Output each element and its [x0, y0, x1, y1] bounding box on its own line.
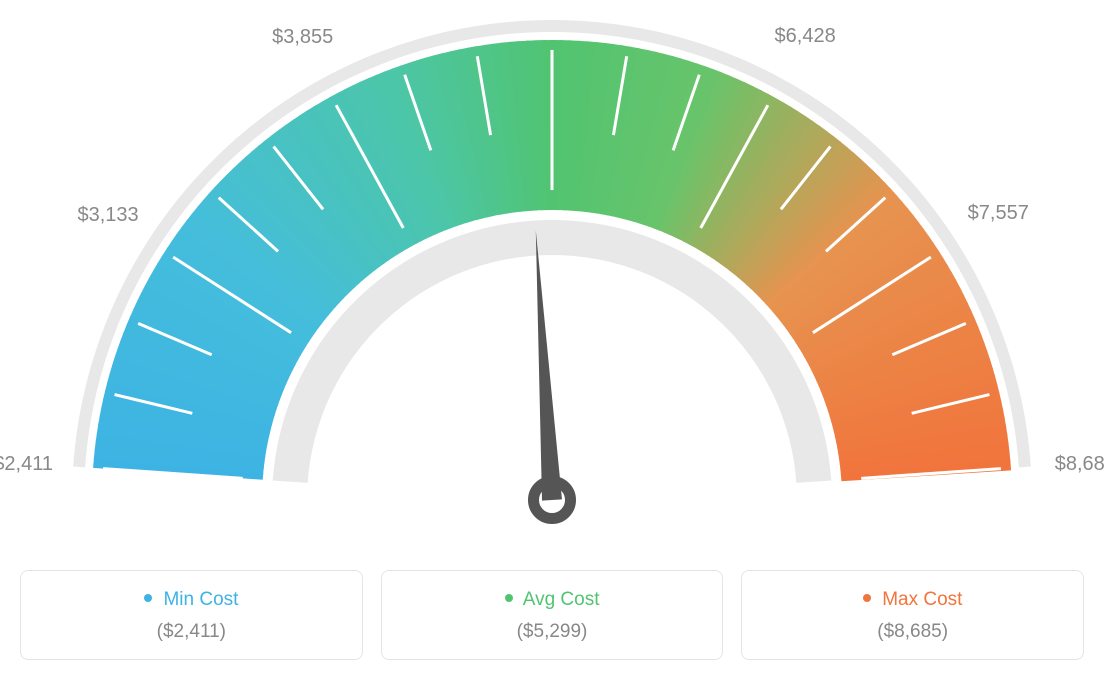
- max-dot-icon: [863, 594, 871, 602]
- gauge-svg: [20, 20, 1084, 560]
- avg-cost-value: ($5,299): [392, 621, 713, 643]
- avg-cost-title: Avg Cost: [392, 589, 713, 611]
- max-cost-value: ($8,685): [752, 621, 1073, 643]
- min-cost-title: Min Cost: [31, 589, 352, 611]
- avg-dot-icon: [505, 594, 513, 602]
- max-title-text: Max Cost: [882, 589, 962, 610]
- max-cost-card: Max Cost ($8,685): [741, 570, 1084, 660]
- cost-gauge: $2,411$3,133$3,855$5,299$6,428$7,557$8,6…: [20, 20, 1084, 540]
- gauge-tick-label: $8,685: [1055, 453, 1104, 476]
- min-cost-card: Min Cost ($2,411): [20, 570, 363, 660]
- min-title-text: Min Cost: [163, 589, 238, 610]
- gauge-tick-label: $3,133: [77, 204, 138, 227]
- avg-cost-card: Avg Cost ($5,299): [381, 570, 724, 660]
- gauge-tick-label: $6,428: [775, 25, 836, 48]
- max-cost-title: Max Cost: [752, 589, 1073, 611]
- summary-cards: Min Cost ($2,411) Avg Cost ($5,299) Max …: [20, 570, 1084, 660]
- gauge-tick-label: $7,557: [968, 202, 1029, 225]
- min-dot-icon: [144, 594, 152, 602]
- min-cost-value: ($2,411): [31, 621, 352, 643]
- avg-title-text: Avg Cost: [523, 589, 600, 610]
- gauge-tick-label: $2,411: [0, 453, 53, 476]
- gauge-tick-label: $3,855: [272, 26, 333, 49]
